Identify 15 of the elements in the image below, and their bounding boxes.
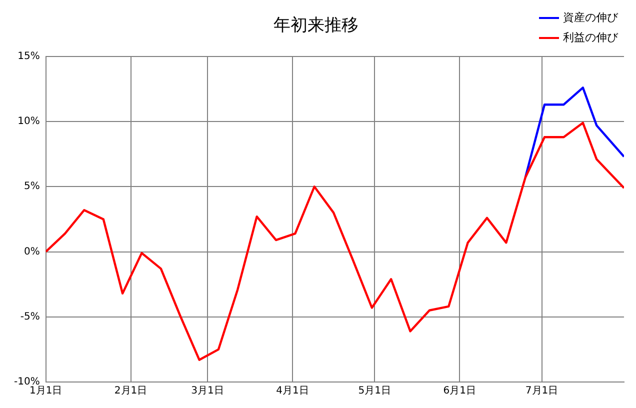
x-tick-label: 6月1日 — [443, 386, 476, 397]
x-tick-label: 3月1日 — [191, 386, 224, 397]
chart-title: 年初来推移 — [274, 16, 358, 36]
y-tick-label: 10% — [18, 116, 40, 128]
y-tick-label: 0% — [24, 246, 40, 258]
x-tick-label: 4月1日 — [276, 386, 309, 397]
legend-label: 利益の伸び — [563, 30, 619, 44]
y-tick-label: -5% — [20, 311, 40, 322]
x-tick-label: 2月1日 — [114, 386, 148, 397]
legend-label: 資産の伸び — [563, 10, 619, 24]
x-tick-label: 5月1日 — [358, 386, 392, 397]
y-tick-label: 15% — [18, 50, 40, 62]
x-tick-label: 7月1日 — [525, 386, 558, 397]
y-tick-label: 5% — [24, 181, 40, 192]
x-tick-label: 1月1日 — [29, 386, 62, 397]
